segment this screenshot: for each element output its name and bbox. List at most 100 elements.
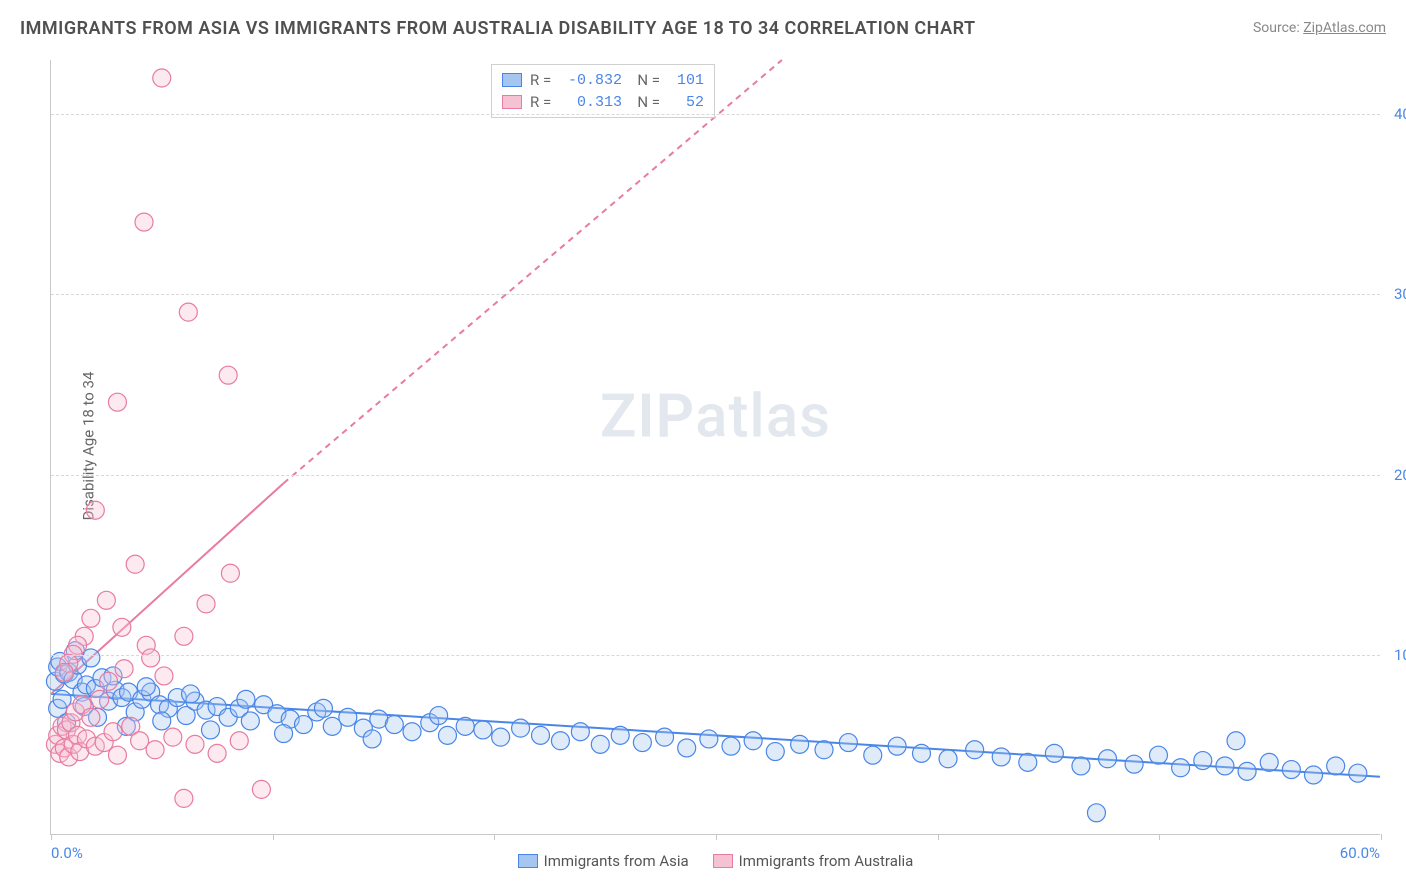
data-point <box>912 744 930 762</box>
data-point <box>137 678 155 696</box>
data-point <box>1172 759 1190 777</box>
x-tick-label: 0.0% <box>51 844 83 862</box>
legend-item: Immigrants from Australia <box>713 852 914 870</box>
legend-n-label: N = <box>630 93 660 111</box>
correlation-chart: IMMIGRANTS FROM ASIA VS IMMIGRANTS FROM … <box>0 0 1406 892</box>
data-point <box>1072 757 1090 775</box>
data-point <box>314 699 332 717</box>
trend-line <box>284 60 782 483</box>
data-point <box>363 730 381 748</box>
data-point <box>219 366 237 384</box>
data-point <box>104 723 122 741</box>
data-point <box>241 712 259 730</box>
legend-correlation-box: R =-0.832N =101R =0.313N =52 <box>491 64 715 118</box>
legend-n-value: 52 <box>668 94 704 111</box>
data-point <box>186 735 204 753</box>
legend-correlation-row: R = 0.313 N = 52 <box>502 91 704 113</box>
legend-swatch <box>518 854 538 868</box>
data-point <box>82 708 100 726</box>
data-point <box>1238 762 1256 780</box>
data-point <box>113 618 131 636</box>
data-point <box>888 737 906 755</box>
plot-svg <box>51 60 1380 834</box>
data-point <box>131 732 149 750</box>
legend-item: Immigrants from Asia <box>518 852 689 870</box>
data-point <box>197 595 215 613</box>
data-point <box>766 743 784 761</box>
data-point <box>91 690 109 708</box>
legend-swatch <box>502 95 522 109</box>
data-point <box>1099 750 1117 768</box>
data-point <box>633 734 651 752</box>
data-point <box>153 712 171 730</box>
data-point <box>722 737 740 755</box>
data-point <box>839 734 857 752</box>
data-point <box>744 732 762 750</box>
data-point <box>591 735 609 753</box>
x-tick <box>51 834 52 840</box>
x-tick <box>1381 834 1382 840</box>
y-tick-label: 20.0% <box>1384 466 1406 484</box>
data-point <box>339 708 357 726</box>
source-link[interactable]: ZipAtlas.com <box>1303 20 1386 36</box>
legend-correlation-row: R =-0.832N =101 <box>502 69 704 91</box>
data-point <box>403 723 421 741</box>
data-point <box>108 393 126 411</box>
data-point <box>108 746 126 764</box>
data-point <box>700 730 718 748</box>
data-point <box>146 741 164 759</box>
data-point <box>1282 761 1300 779</box>
chart-title: IMMIGRANTS FROM ASIA VS IMMIGRANTS FROM … <box>20 18 976 39</box>
data-point <box>430 707 448 725</box>
y-tick-label: 40.0% <box>1384 105 1406 123</box>
data-point <box>1194 752 1212 770</box>
legend-r-label: R = <box>530 71 554 89</box>
data-point <box>182 685 200 703</box>
data-point <box>179 303 197 321</box>
data-point <box>1125 755 1143 773</box>
data-point <box>1349 764 1367 782</box>
x-tick <box>716 834 717 840</box>
data-point <box>532 726 550 744</box>
data-point <box>512 719 530 737</box>
data-point <box>571 723 589 741</box>
data-point <box>611 726 629 744</box>
data-point <box>221 564 239 582</box>
data-point <box>1045 744 1063 762</box>
source-prefix: Source: <box>1253 20 1303 36</box>
legend-r-label: R = <box>530 93 554 111</box>
data-point <box>456 717 474 735</box>
grid-line <box>51 114 1380 115</box>
data-point <box>237 690 255 708</box>
x-tick <box>273 834 274 840</box>
legend-swatch <box>502 73 522 87</box>
x-tick-label: 60.0% <box>1340 844 1380 862</box>
x-tick <box>494 834 495 840</box>
x-tick <box>1159 834 1160 840</box>
legend-r-value: 0.313 <box>562 94 622 111</box>
grid-line <box>51 655 1380 656</box>
data-point <box>1149 746 1167 764</box>
data-point <box>992 748 1010 766</box>
data-point <box>155 667 173 685</box>
data-point <box>275 725 293 743</box>
data-point <box>551 732 569 750</box>
data-point <box>115 660 133 678</box>
data-point <box>126 555 144 573</box>
data-point <box>1260 753 1278 771</box>
data-point <box>208 744 226 762</box>
data-point <box>864 746 882 764</box>
data-point <box>153 69 171 87</box>
data-point <box>474 721 492 739</box>
data-point <box>86 501 104 519</box>
data-point <box>939 750 957 768</box>
legend-swatch <box>713 854 733 868</box>
data-point <box>1019 753 1037 771</box>
y-tick-label: 10.0% <box>1384 646 1406 664</box>
legend-label: Immigrants from Australia <box>739 852 914 870</box>
data-point <box>97 591 115 609</box>
data-point <box>1327 757 1345 775</box>
data-point <box>164 728 182 746</box>
grid-line <box>51 475 1380 476</box>
data-point <box>55 663 73 681</box>
